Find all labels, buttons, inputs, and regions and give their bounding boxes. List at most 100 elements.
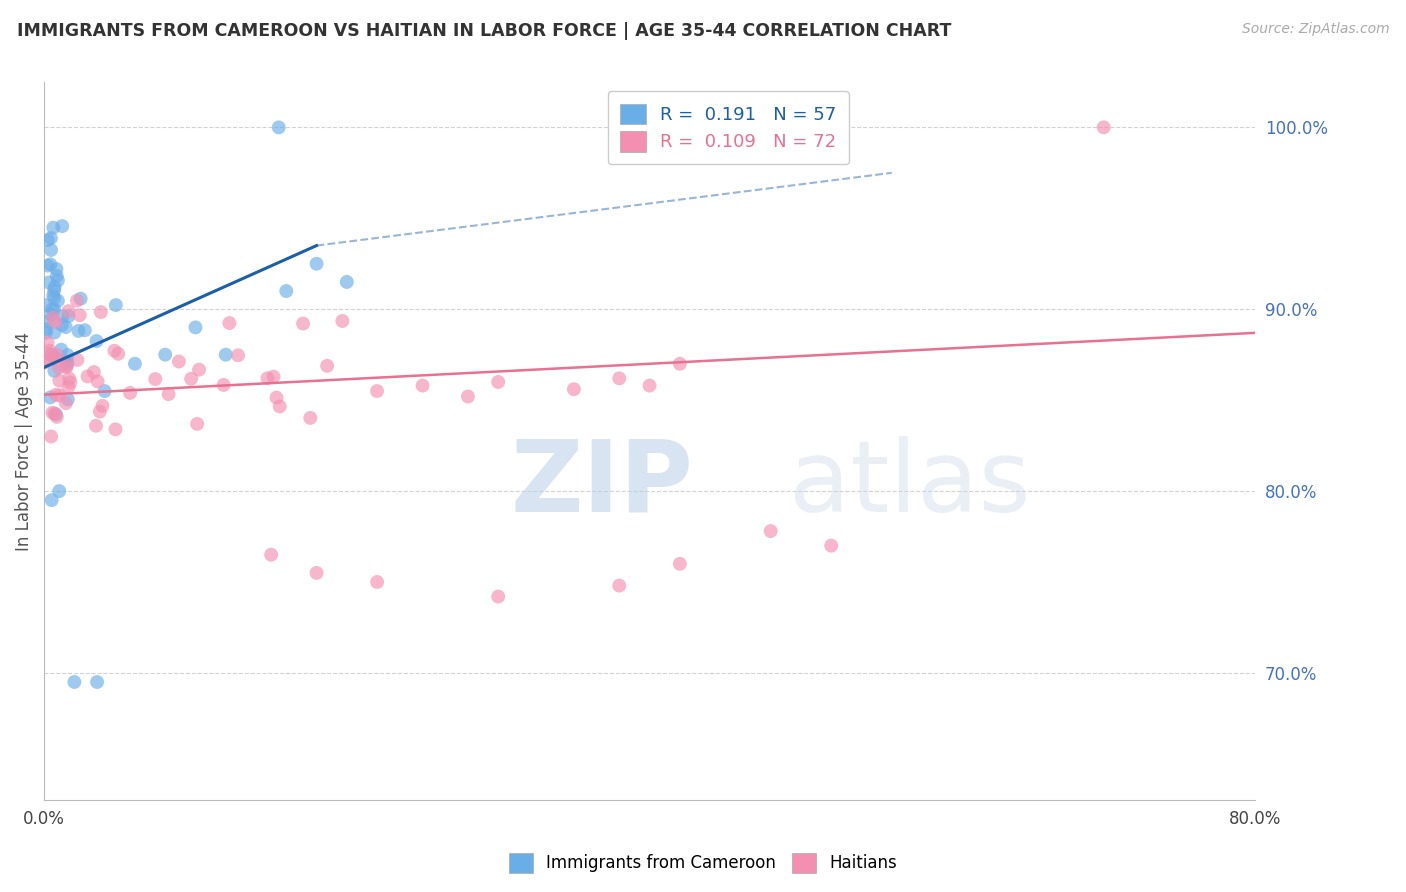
Text: atlas: atlas	[789, 435, 1031, 533]
Point	[167, 354, 190, 368]
Point	[55, 320, 77, 334]
Point	[124, 357, 146, 371]
Point	[607, 371, 630, 385]
Point	[457, 390, 479, 404]
Point	[67, 324, 90, 338]
Point	[1092, 120, 1115, 135]
Point	[103, 343, 125, 358]
Point	[93, 384, 115, 398]
Point	[35, 326, 58, 340]
Point	[486, 590, 509, 604]
Point	[669, 357, 692, 371]
Point	[330, 314, 353, 328]
Point	[51, 343, 73, 357]
Point	[256, 371, 278, 385]
Point	[366, 574, 388, 589]
Point	[51, 318, 73, 332]
Point	[44, 326, 66, 340]
Point	[759, 524, 782, 538]
Point	[37, 353, 59, 368]
Point	[45, 348, 67, 362]
Point	[212, 378, 235, 392]
Point	[39, 429, 62, 443]
Point	[66, 353, 89, 368]
Point	[69, 308, 91, 322]
Point	[73, 323, 96, 337]
Point	[45, 408, 67, 422]
Point	[69, 292, 91, 306]
Text: Source: ZipAtlas.com: Source: ZipAtlas.com	[1241, 22, 1389, 37]
Point	[41, 348, 63, 362]
Point	[39, 231, 62, 245]
Text: IMMIGRANTS FROM CAMEROON VS HAITIAN IN LABOR FORCE | AGE 35-44 CORRELATION CHART: IMMIGRANTS FROM CAMEROON VS HAITIAN IN L…	[17, 22, 952, 40]
Point	[39, 391, 62, 405]
Point	[55, 396, 77, 410]
Point	[42, 310, 65, 325]
Point	[42, 302, 65, 317]
Point	[153, 348, 176, 362]
Point	[38, 343, 60, 358]
Point	[90, 305, 112, 319]
Point	[184, 320, 207, 334]
Y-axis label: In Labor Force | Age 35-44: In Labor Force | Age 35-44	[15, 332, 32, 550]
Point	[48, 484, 70, 499]
Point	[56, 357, 79, 371]
Point	[366, 384, 388, 398]
Point	[39, 257, 62, 271]
Point	[37, 335, 59, 350]
Point	[42, 351, 65, 365]
Point	[45, 388, 67, 402]
Point	[51, 219, 73, 233]
Point	[83, 365, 105, 379]
Point	[260, 548, 283, 562]
Point	[42, 220, 65, 235]
Point	[32, 356, 55, 370]
Point	[91, 399, 114, 413]
Point	[35, 322, 58, 336]
Point	[63, 675, 86, 690]
Point	[45, 409, 67, 424]
Point	[86, 334, 108, 348]
Point	[41, 493, 63, 508]
Point	[38, 314, 60, 328]
Point	[669, 557, 692, 571]
Point	[39, 243, 62, 257]
Point	[104, 422, 127, 436]
Point	[45, 262, 67, 277]
Point	[44, 283, 66, 297]
Point	[48, 388, 70, 402]
Point	[56, 392, 79, 407]
Point	[186, 417, 208, 431]
Point	[37, 259, 59, 273]
Point	[188, 362, 211, 376]
Point	[336, 275, 359, 289]
Point	[59, 376, 82, 390]
Point	[86, 375, 108, 389]
Point	[41, 301, 63, 316]
Point	[104, 298, 127, 312]
Point	[607, 579, 630, 593]
Point	[215, 348, 238, 362]
Point	[37, 233, 59, 247]
Point	[305, 566, 328, 580]
Point	[48, 360, 70, 375]
Point	[412, 378, 434, 392]
Point	[266, 391, 288, 405]
Point	[226, 348, 249, 362]
Point	[486, 375, 509, 389]
Point	[180, 372, 202, 386]
Point	[45, 315, 67, 329]
Point	[38, 347, 60, 361]
Text: ZIP: ZIP	[510, 435, 693, 533]
Point	[58, 309, 80, 323]
Point	[66, 293, 89, 308]
Point	[84, 418, 107, 433]
Legend: R =  0.191   N = 57, R =  0.109   N = 72: R = 0.191 N = 57, R = 0.109 N = 72	[607, 91, 849, 164]
Point	[143, 372, 166, 386]
Point	[44, 291, 66, 305]
Point	[638, 378, 661, 392]
Point	[89, 404, 111, 418]
Point	[562, 382, 585, 396]
Point	[76, 369, 98, 384]
Point	[48, 374, 70, 388]
